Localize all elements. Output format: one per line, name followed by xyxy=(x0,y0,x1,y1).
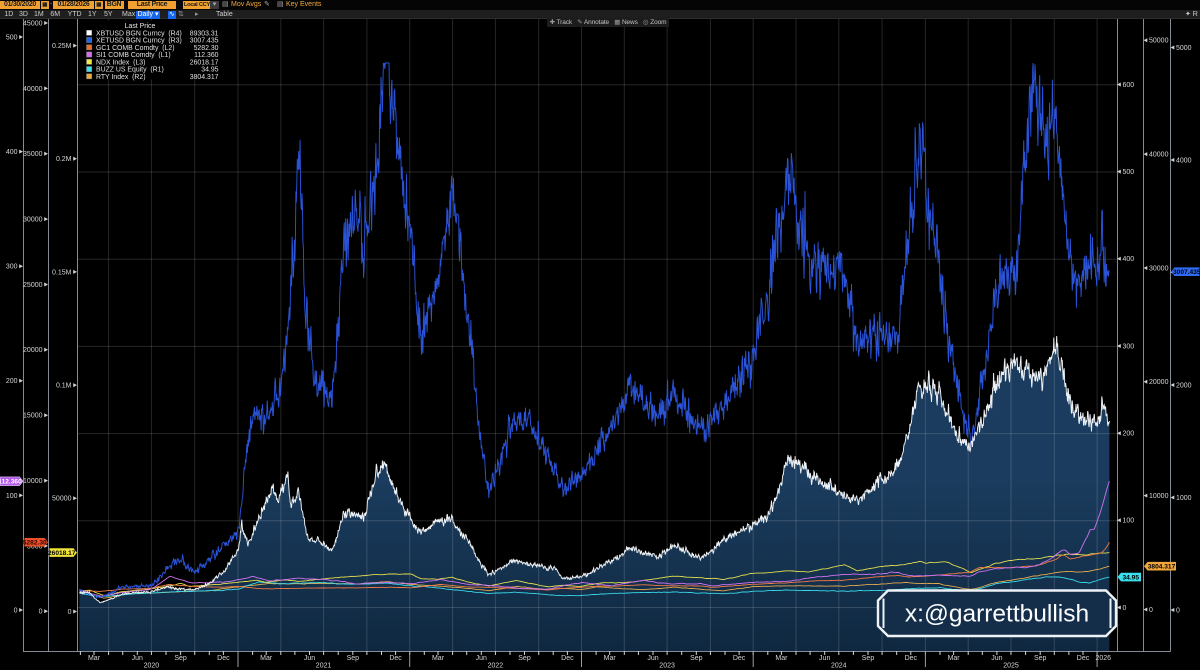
svg-text:Sep: Sep xyxy=(1034,655,1047,662)
svg-text:Last Price: Last Price xyxy=(125,23,156,30)
svg-text:50000: 50000 xyxy=(52,496,72,503)
svg-text:0.1M: 0.1M xyxy=(56,383,72,390)
svg-text:Jun: Jun xyxy=(991,655,1002,662)
svg-text:5282.30: 5282.30 xyxy=(23,540,47,547)
svg-text:30000: 30000 xyxy=(1149,265,1169,272)
svg-text:0.2M: 0.2M xyxy=(56,156,72,163)
svg-text:89303.31: 89303.31 xyxy=(190,30,219,37)
svg-text:5000: 5000 xyxy=(27,543,43,550)
svg-text:40000: 40000 xyxy=(1149,152,1169,159)
svg-text:300: 300 xyxy=(6,264,18,271)
svg-text:XBTUSD BGN Curncy (R4): XBTUSD BGN Curncy (R4) xyxy=(96,30,182,37)
svg-text:500: 500 xyxy=(6,34,18,41)
svg-text:0: 0 xyxy=(39,609,43,616)
svg-text:RTY Index (R2): RTY Index (R2) xyxy=(96,74,146,81)
svg-text:15000: 15000 xyxy=(23,413,43,420)
svg-text:26018.17: 26018.17 xyxy=(190,59,219,66)
svg-text:20000: 20000 xyxy=(23,347,43,354)
svg-text:Sep: Sep xyxy=(174,655,187,662)
svg-text:Mar: Mar xyxy=(260,655,273,662)
svg-text:3007.435: 3007.435 xyxy=(190,38,219,45)
svg-text:BUZZ US Equity (R1): BUZZ US Equity (R1) xyxy=(96,67,164,74)
svg-text:Mar: Mar xyxy=(432,655,445,662)
svg-text:2025: 2025 xyxy=(1003,663,1019,670)
svg-text:34.95: 34.95 xyxy=(1122,574,1139,581)
svg-text:112.360: 112.360 xyxy=(0,479,22,486)
svg-text:Dec: Dec xyxy=(733,655,746,662)
svg-text:2000: 2000 xyxy=(1176,382,1192,389)
svg-text:0: 0 xyxy=(1176,607,1180,614)
svg-text:Mar: Mar xyxy=(948,655,961,662)
svg-text:45000: 45000 xyxy=(23,20,43,27)
svg-text:GC1 COMB Comdty (L2): GC1 COMB Comdty (L2) xyxy=(96,45,175,52)
svg-text:Jun: Jun xyxy=(819,655,830,662)
svg-text:Jun: Jun xyxy=(647,655,658,662)
svg-text:2024: 2024 xyxy=(831,663,847,670)
svg-text:XETUSD BGN Curncy (R3): XETUSD BGN Curncy (R3) xyxy=(96,38,182,45)
svg-text:600: 600 xyxy=(1123,82,1135,89)
svg-text:500: 500 xyxy=(1123,169,1135,176)
svg-text:5282.30: 5282.30 xyxy=(194,45,219,52)
svg-text:4000: 4000 xyxy=(1176,157,1192,164)
svg-text:300: 300 xyxy=(1123,343,1135,350)
svg-text:26018.17: 26018.17 xyxy=(48,550,76,557)
svg-text:400: 400 xyxy=(1123,256,1135,263)
svg-text:3804.317: 3804.317 xyxy=(1148,563,1176,570)
svg-text:10000: 10000 xyxy=(1149,493,1169,500)
svg-text:0: 0 xyxy=(1123,605,1127,612)
svg-text:0.25M: 0.25M xyxy=(52,43,72,50)
svg-text:400: 400 xyxy=(6,149,18,156)
svg-text:2021: 2021 xyxy=(316,663,332,670)
svg-text:100: 100 xyxy=(6,493,18,500)
svg-text:Dec: Dec xyxy=(561,655,574,662)
svg-text:35000: 35000 xyxy=(23,151,43,158)
svg-text:1000: 1000 xyxy=(1176,495,1192,502)
svg-text:200: 200 xyxy=(1123,431,1135,438)
svg-text:3804.317: 3804.317 xyxy=(190,74,219,81)
svg-text:2022: 2022 xyxy=(488,663,504,670)
svg-text:SI1 COMB Comdty (L1): SI1 COMB Comdty (L1) xyxy=(96,52,171,59)
svg-text:50000: 50000 xyxy=(1149,38,1169,45)
svg-text:40000: 40000 xyxy=(23,86,43,93)
svg-text:Dec: Dec xyxy=(389,655,402,662)
svg-text:0: 0 xyxy=(14,607,18,614)
svg-text:2026: 2026 xyxy=(1096,655,1112,662)
svg-text:Jun: Jun xyxy=(476,655,487,662)
svg-text:2023: 2023 xyxy=(659,663,675,670)
svg-text:112.360: 112.360 xyxy=(194,52,219,59)
svg-text:10000: 10000 xyxy=(23,478,43,485)
svg-text:100: 100 xyxy=(1123,518,1135,525)
svg-text:Dec: Dec xyxy=(905,655,918,662)
svg-text:Dec: Dec xyxy=(217,655,230,662)
svg-text:Jun: Jun xyxy=(304,655,315,662)
svg-text:x:@garrettbullish: x:@garrettbullish xyxy=(905,601,1089,628)
svg-text:25000: 25000 xyxy=(23,282,43,289)
svg-text:Mar: Mar xyxy=(775,655,788,662)
svg-text:Sep: Sep xyxy=(862,655,875,662)
svg-text:0: 0 xyxy=(68,609,72,616)
svg-text:0: 0 xyxy=(1149,607,1153,614)
svg-text:Sep: Sep xyxy=(347,655,360,662)
svg-text:200: 200 xyxy=(6,378,18,385)
svg-text:5000: 5000 xyxy=(1176,45,1192,52)
svg-text:30000: 30000 xyxy=(23,217,43,224)
svg-text:Dec: Dec xyxy=(1077,655,1090,662)
svg-text:Mar: Mar xyxy=(88,655,101,662)
svg-text:Jun: Jun xyxy=(132,655,143,662)
svg-text:Mar: Mar xyxy=(604,655,617,662)
svg-text:0.15M: 0.15M xyxy=(52,269,72,276)
svg-text:NDX Index (L3): NDX Index (L3) xyxy=(96,59,145,66)
svg-text:Sep: Sep xyxy=(518,655,531,662)
svg-text:Sep: Sep xyxy=(690,655,703,662)
svg-text:34.95: 34.95 xyxy=(201,67,218,74)
svg-text:3007.435: 3007.435 xyxy=(1173,269,1200,276)
svg-text:20000: 20000 xyxy=(1149,379,1169,386)
svg-text:2020: 2020 xyxy=(144,663,160,670)
